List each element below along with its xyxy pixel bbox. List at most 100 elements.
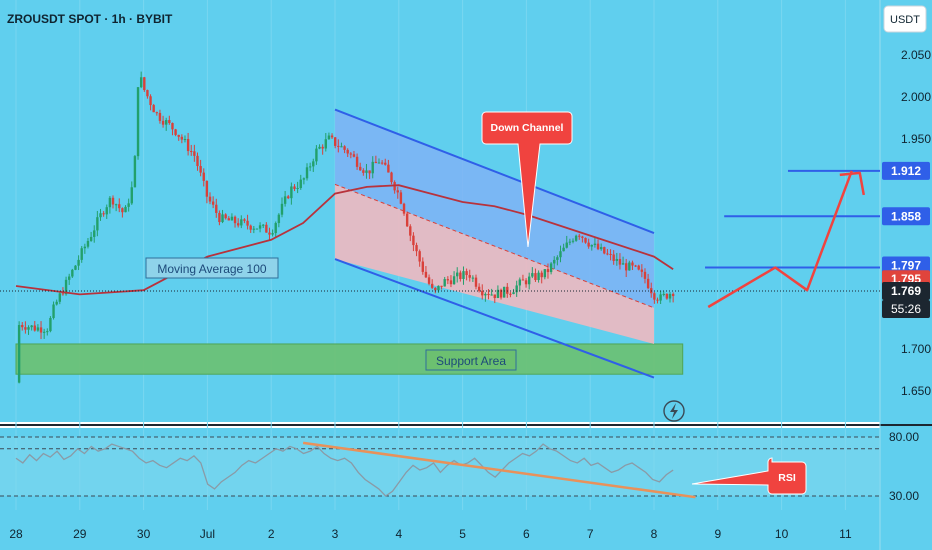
candle-body (643, 271, 647, 279)
channel-upper-half (335, 109, 654, 308)
candle-body (515, 285, 518, 293)
rsi-callout: RSI (691, 457, 807, 495)
candle-body (174, 129, 177, 135)
candle-body (180, 136, 184, 140)
candle-body (412, 235, 415, 246)
candle-body (324, 139, 327, 149)
rsi-trendline[interactable] (302, 441, 696, 499)
candle-body (456, 272, 459, 277)
candle-body (215, 204, 218, 213)
candle-body (368, 170, 371, 174)
countdown-badge (882, 300, 930, 319)
channel-lower-half (335, 184, 654, 344)
candle-body (246, 220, 249, 226)
time-tick-label: 30 (137, 527, 151, 541)
time-tick-label: 11 (839, 527, 852, 541)
candle-body (405, 213, 409, 227)
candle-body (233, 216, 237, 224)
candle-body (208, 196, 212, 202)
candle-body (193, 151, 196, 156)
candle-body (430, 283, 434, 288)
candle-body (596, 243, 600, 250)
candle-body (662, 293, 665, 295)
candle-body (415, 245, 418, 252)
price-badge (882, 256, 930, 275)
candle-body (380, 162, 384, 164)
candle-body (665, 293, 669, 299)
projected-arrowhead (839, 171, 866, 196)
support-area-tag-box (425, 349, 517, 371)
candle-body (17, 325, 21, 383)
candle-body (299, 179, 302, 189)
candle-body (236, 223, 240, 226)
candle-body (481, 290, 484, 296)
candle-body (186, 138, 190, 152)
rsi-callout-shape (691, 457, 807, 495)
candle-body (352, 154, 356, 157)
candle-body (152, 105, 155, 113)
candle-body (656, 299, 659, 301)
rsi-label: RSI (778, 472, 796, 484)
candle-body (653, 293, 656, 300)
candle-body (668, 293, 672, 299)
chart-title: ZROUSDT SPOT · 1h · BYBIT (7, 12, 173, 26)
candle-body (171, 122, 174, 130)
countdown-label: 55:26 (891, 302, 921, 316)
down-channel-callout: Down Channel (481, 111, 573, 248)
candle-body (409, 226, 412, 236)
candle-body (290, 186, 293, 199)
candle-body (271, 233, 274, 235)
rsi-line[interactable] (15, 443, 674, 497)
candle-body (502, 286, 506, 298)
candle-body (49, 317, 52, 332)
rsi-tick-label: 80.00 (889, 430, 919, 444)
candle-body (434, 287, 437, 291)
candle-body (80, 248, 83, 260)
channel-upper-line[interactable] (334, 108, 655, 235)
candle-body (36, 327, 40, 331)
candle-body (296, 188, 299, 190)
time-tick-label: 7 (587, 527, 594, 541)
candle-body (603, 247, 606, 254)
candle-body (149, 96, 152, 106)
candle-body (52, 304, 55, 318)
candle-body (584, 237, 587, 243)
channel-lower-line[interactable] (334, 258, 655, 379)
candle-body (343, 146, 346, 150)
candle-body (21, 325, 24, 328)
lightning-icon[interactable] (663, 400, 685, 422)
time-tick-label: 9 (714, 527, 721, 541)
candle-body (133, 156, 137, 188)
candle-body (468, 275, 471, 278)
candle-body (168, 120, 171, 123)
rsi-tick-label: 30.00 (889, 489, 919, 503)
candle-body (396, 190, 399, 193)
candle-body (318, 146, 321, 149)
candle-body (42, 331, 46, 333)
candle-body (293, 186, 296, 189)
candle-body (111, 197, 115, 205)
currency-badge[interactable] (883, 5, 927, 33)
candle-body (546, 269, 550, 273)
candle-body (74, 265, 77, 270)
candle-body (249, 225, 252, 230)
time-tick-label: 5 (459, 527, 466, 541)
candle-body (240, 219, 243, 226)
price-badge-label: 1.769 (891, 284, 921, 298)
candle-body (143, 77, 146, 91)
price-tick-label: 2.000 (901, 90, 931, 104)
candle-body (365, 170, 368, 173)
candle-body (634, 265, 637, 267)
candle-body (349, 153, 353, 155)
candle-body (315, 148, 318, 162)
candle-body (565, 242, 568, 248)
price-badge (882, 282, 930, 301)
candle-body (280, 203, 284, 215)
support-area-tag: Support Area (425, 349, 517, 371)
rsi-band (0, 437, 880, 496)
candle-body (255, 228, 259, 230)
candle-body (205, 180, 209, 197)
time-tick-label: 3 (332, 527, 339, 541)
candle-body (183, 138, 187, 140)
candle-body (490, 294, 493, 296)
